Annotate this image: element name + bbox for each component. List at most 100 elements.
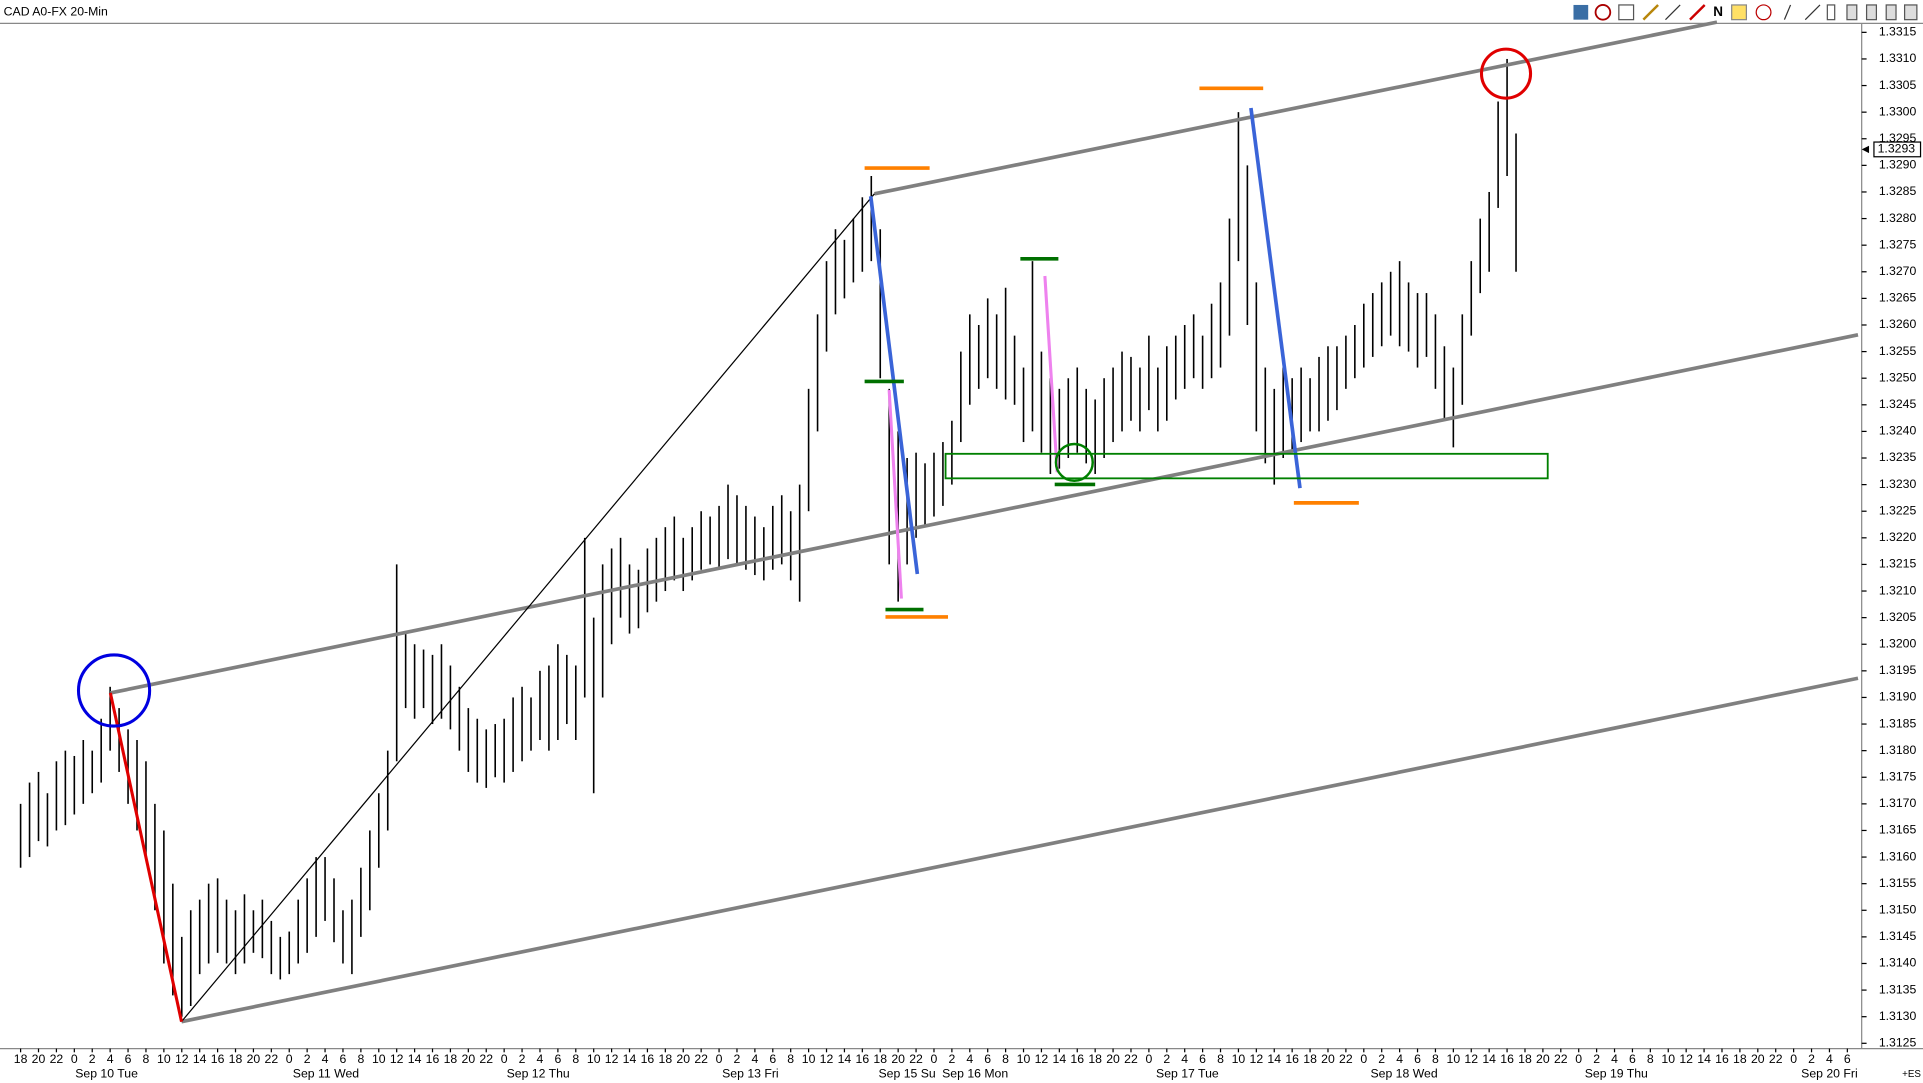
x-tick-label: 16 [641, 1052, 655, 1066]
x-tick-label: 20 [891, 1052, 905, 1066]
y-tick-label: 1.3260 [1879, 317, 1917, 331]
x-tick-label: 16 [1070, 1052, 1084, 1066]
x-tick-label: 10 [802, 1052, 816, 1066]
x-tick-label: 0 [1790, 1052, 1797, 1066]
x-tick-label: 10 [1661, 1052, 1675, 1066]
x-tick-label: 20 [1106, 1052, 1120, 1066]
x-tick-label: 8 [1647, 1052, 1654, 1066]
x-tick-label: 14 [1697, 1052, 1711, 1066]
trend-line [874, 20, 1718, 196]
tool-icon[interactable] [1665, 4, 1681, 21]
x-tick-label: 18 [1733, 1052, 1747, 1066]
tool-icon[interactable] [1903, 4, 1918, 21]
y-tick-label: 1.3220 [1879, 530, 1917, 544]
x-tick-label: 0 [286, 1052, 293, 1066]
y-tick-label: 1.3150 [1879, 903, 1917, 917]
y-tick-label: 1.3215 [1879, 557, 1917, 571]
x-tick-label: 14 [1267, 1052, 1281, 1066]
toolbar: N [1573, 4, 1918, 21]
tool-icon[interactable] [1846, 4, 1858, 21]
x-tick-label: 8 [143, 1052, 150, 1066]
tool-icon[interactable] [1642, 4, 1659, 21]
tool-icon[interactable] [1755, 4, 1772, 21]
x-tick-label: 14 [1053, 1052, 1067, 1066]
tool-icon[interactable] [1618, 4, 1635, 21]
tool-icon[interactable] [1731, 4, 1748, 21]
x-tick-label: 4 [107, 1052, 114, 1066]
x-tick-label: 12 [1035, 1052, 1049, 1066]
swing-line [868, 196, 920, 575]
x-tick-label: 12 [390, 1052, 404, 1066]
x-tick-label: 0 [71, 1052, 78, 1066]
trend-line [181, 676, 1859, 1024]
x-tick-label: 2 [948, 1052, 955, 1066]
y-tick-label: 1.3195 [1879, 663, 1917, 677]
x-tick-label: 18 [229, 1052, 243, 1066]
x-tick-label: 8 [572, 1052, 579, 1066]
tool-icon[interactable] [1885, 4, 1897, 21]
x-tick-label: 22 [479, 1052, 493, 1066]
x-tick-label: 22 [909, 1052, 923, 1066]
chart-title: CAD A0-FX 20-Min [4, 5, 108, 19]
x-tick-label: 10 [587, 1052, 601, 1066]
x-tick-label: 2 [1808, 1052, 1815, 1066]
y-tick-label: 1.3305 [1879, 78, 1917, 92]
y-tick-label: 1.3210 [1879, 583, 1917, 597]
last-price-box [1873, 141, 1922, 158]
y-tick-label: 1.3245 [1879, 397, 1917, 411]
x-tick-label: 10 [1017, 1052, 1031, 1066]
y-tick-label: 1.3290 [1879, 158, 1917, 172]
y-tick-label: 1.3300 [1879, 104, 1917, 118]
x-tick-label: 20 [1321, 1052, 1335, 1066]
x-tick-label: 16 [1715, 1052, 1729, 1066]
x-tick-label: 18 [1518, 1052, 1532, 1066]
x-tick-label: 22 [1554, 1052, 1568, 1066]
x-tick-label: 10 [157, 1052, 171, 1066]
x-tick-label: 16 [426, 1052, 440, 1066]
x-tick-label: 22 [50, 1052, 64, 1066]
x-tick-label: 0 [1360, 1052, 1367, 1066]
x-tick-label: 12 [605, 1052, 619, 1066]
x-tick-label: 20 [1536, 1052, 1550, 1066]
tool-icon[interactable]: N [1713, 4, 1723, 19]
x-tick-label: 4 [1396, 1052, 1403, 1066]
x-tick-label: 14 [838, 1052, 852, 1066]
y-tick-label: 1.3130 [1879, 1009, 1917, 1023]
y-tick-label: 1.3135 [1879, 982, 1917, 996]
y-tick-label: 1.3170 [1879, 796, 1917, 810]
tool-icon[interactable] [1865, 4, 1878, 21]
x-tick-label: 2 [1593, 1052, 1600, 1066]
y-tick-label: 1.3205 [1879, 610, 1917, 624]
trend-line [181, 193, 875, 1023]
y-tick-label: 1.3275 [1879, 237, 1917, 251]
x-tick-label: 10 [372, 1052, 386, 1066]
x-tick-label: 6 [554, 1052, 561, 1066]
day-label: Sep 10 Tue [75, 1067, 138, 1081]
y-tick-label: 1.3255 [1879, 344, 1917, 358]
tool-icon[interactable] [1573, 4, 1589, 20]
tool-icon[interactable] [1783, 4, 1792, 20]
day-label: Sep 13 Fri [722, 1067, 779, 1081]
support-zone [944, 452, 1549, 480]
x-tick-label: 2 [304, 1052, 311, 1066]
day-label: Sep 12 Thu [507, 1067, 570, 1081]
x-tick-label: 0 [501, 1052, 508, 1066]
tool-icon[interactable] [1826, 4, 1836, 21]
y-tick-label: 1.3175 [1879, 769, 1917, 783]
x-tick-label: 6 [125, 1052, 132, 1066]
tool-icon[interactable] [1594, 4, 1612, 21]
x-tick-label: 4 [1611, 1052, 1618, 1066]
x-tick-label: 6 [340, 1052, 347, 1066]
y-tick-label: 1.3190 [1879, 690, 1917, 704]
x-tick-label: 16 [1285, 1052, 1299, 1066]
x-tick-label: 2 [734, 1052, 741, 1066]
tool-icon[interactable] [1804, 4, 1821, 21]
axes: 1.3125 1.3130 1.3135 1.3140 1.3145 1.3150 1.31… [14, 25, 1922, 1081]
highlight-circle [1479, 47, 1533, 100]
tool-icon[interactable] [1689, 4, 1706, 21]
y-tick-label: 1.3280 [1879, 211, 1917, 225]
x-tick-label: 16 [211, 1052, 225, 1066]
y-tick-label: 1.3285 [1879, 184, 1917, 198]
y-tick-label: 1.3250 [1879, 370, 1917, 384]
trend-line [110, 333, 1859, 695]
